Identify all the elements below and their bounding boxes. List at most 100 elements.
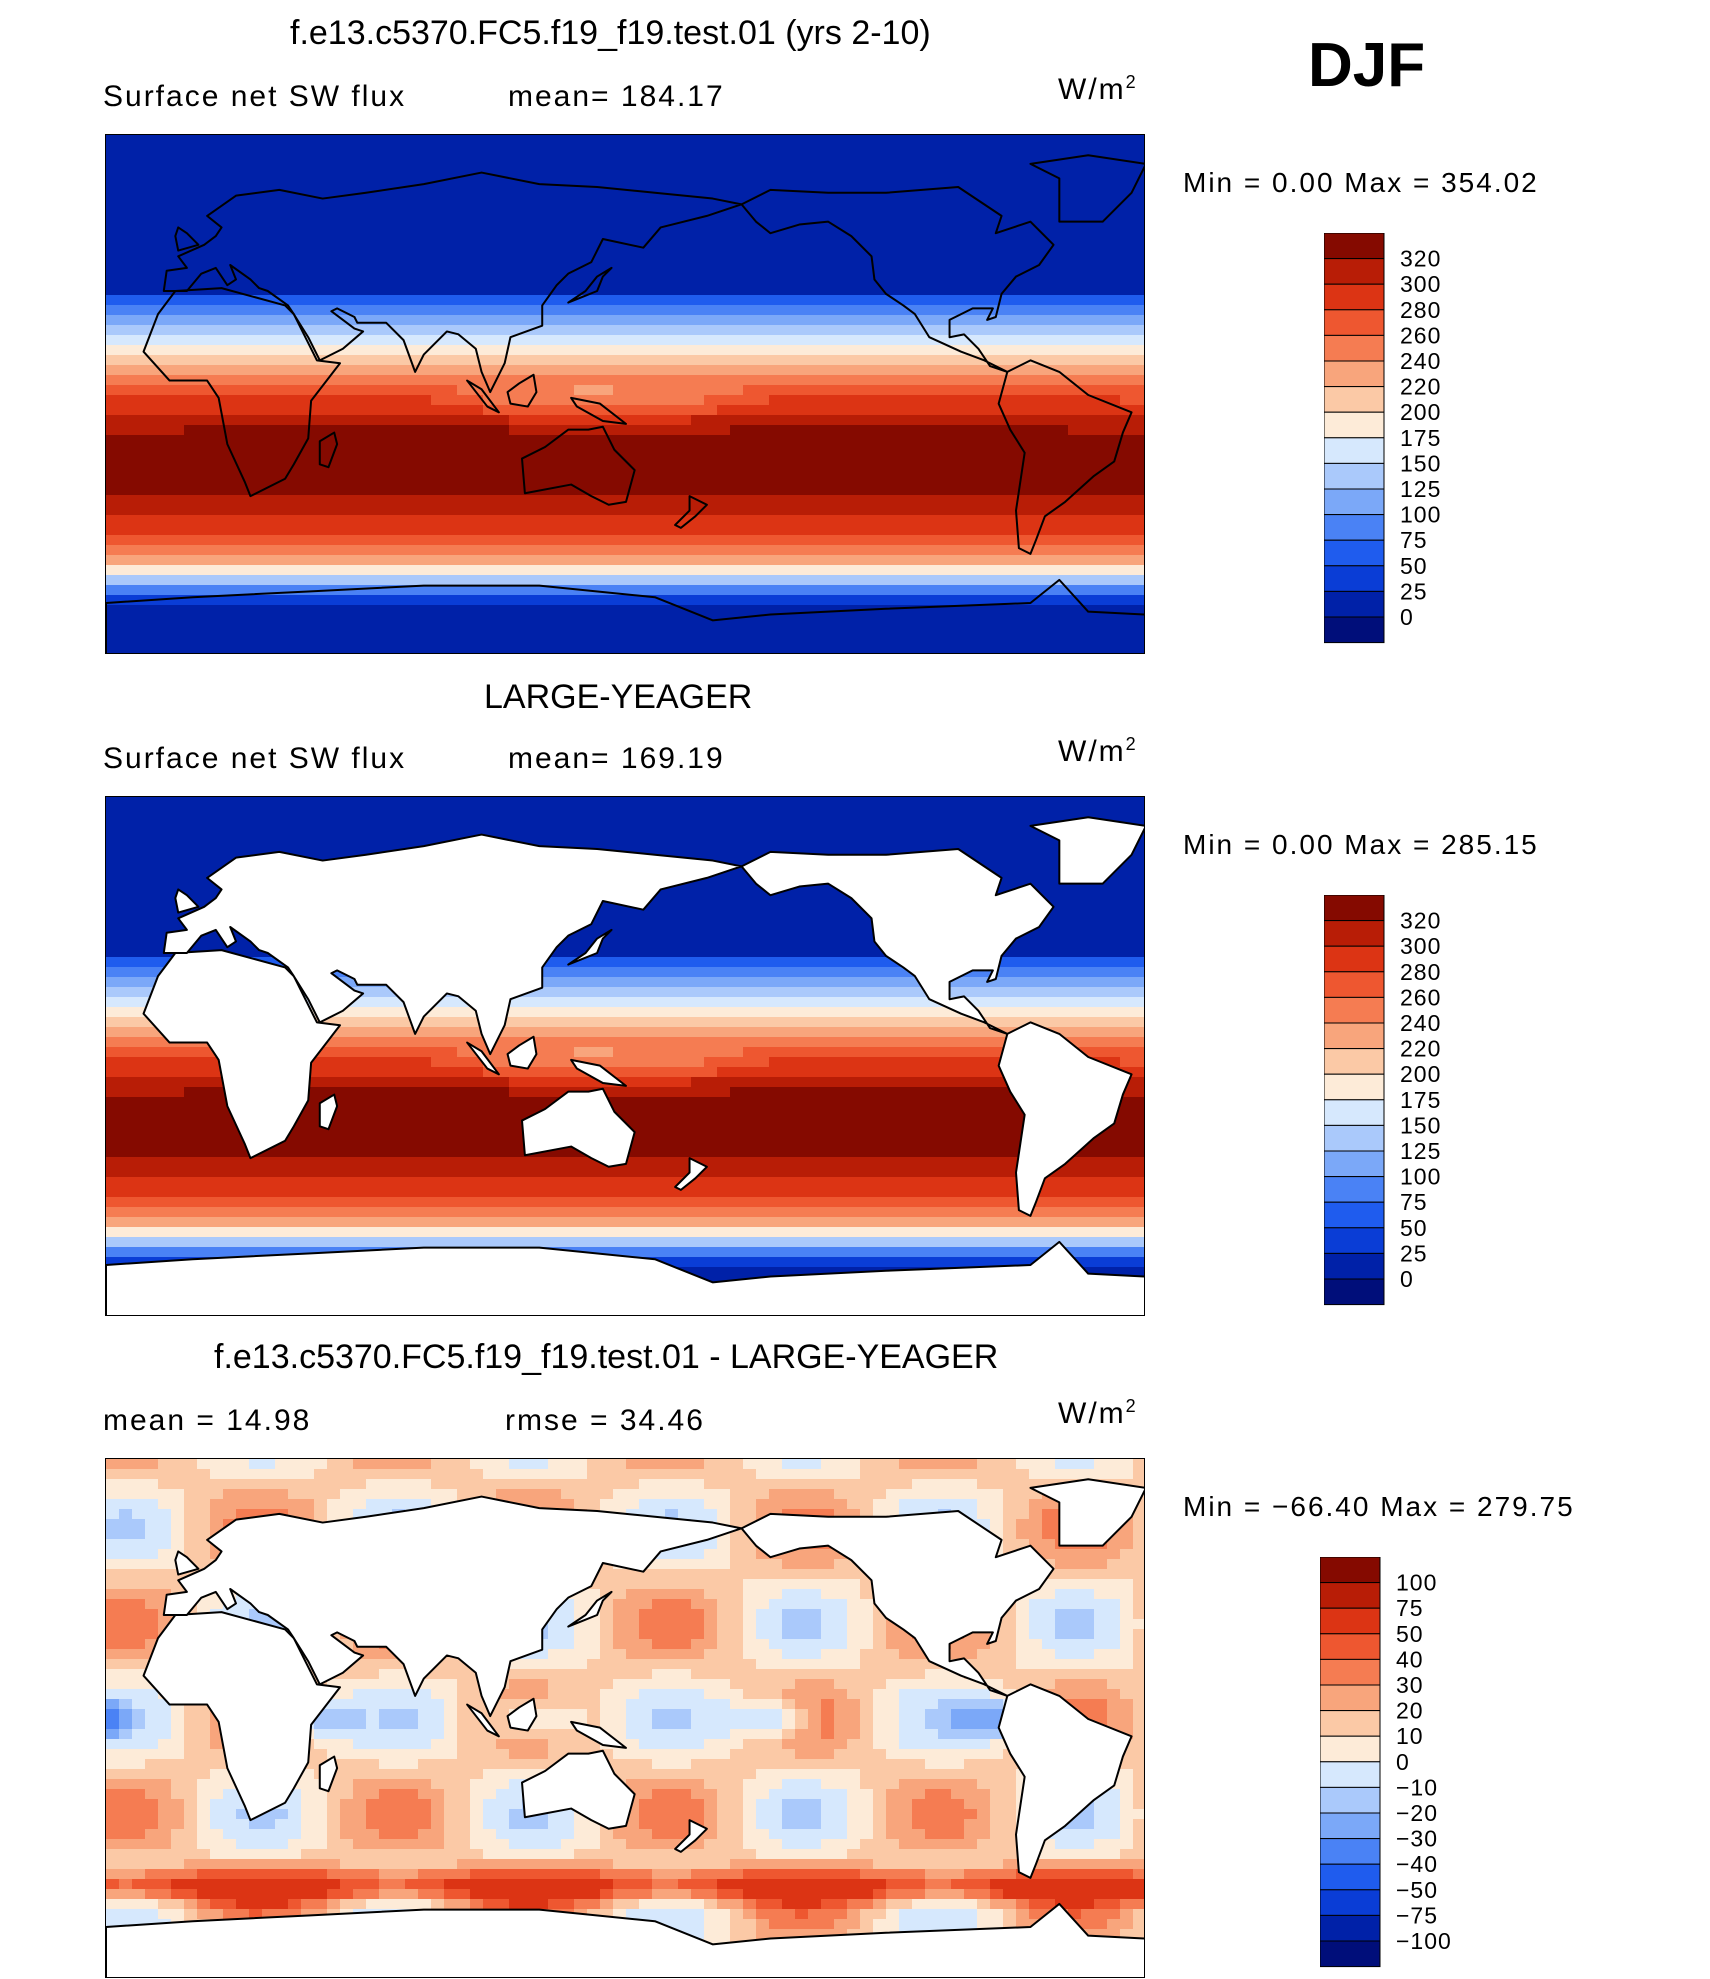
- colorbar-tick-label: 100: [1400, 1164, 1441, 1190]
- panel-1-mean-label: mean= 184.17: [508, 80, 725, 113]
- coastline: [106, 1902, 1144, 1977]
- colorbar-box: [1323, 360, 1385, 388]
- coastline: [521, 425, 636, 506]
- colorbar-tick-label: 150: [1400, 450, 1441, 476]
- colorbar-box: [1323, 1227, 1385, 1254]
- coastline: [1029, 154, 1144, 223]
- coastline: [318, 1093, 339, 1131]
- panel-1-colorbar: 320 300 280 260 240 220 200 175 150 125 100 75 50 25 0: [1323, 232, 1564, 645]
- coastline: [1029, 1478, 1144, 1547]
- coastline: [521, 1749, 636, 1830]
- colorbar-tick-label: 0: [1400, 1266, 1414, 1292]
- colorbar-box: [1319, 1633, 1381, 1660]
- coastline: [142, 949, 341, 1160]
- panel-2-map: [105, 796, 1145, 1316]
- colorbar-tick-label: 200: [1400, 399, 1441, 425]
- colorbar-tick-label: −75: [1396, 1902, 1438, 1928]
- coastline: [674, 1819, 708, 1853]
- colorbar-box: [1323, 232, 1385, 260]
- colorbar-tick-label: 320: [1400, 908, 1441, 934]
- colorbar-tick-label: −30: [1396, 1826, 1438, 1852]
- coastline: [997, 359, 1133, 555]
- coastline: [142, 1611, 341, 1822]
- coastline: [506, 1035, 538, 1070]
- panel-3-colorbar: 100 75 50 40 30 20 10 0 −10 −20 −30 −40 −50 −75 −100: [1319, 1556, 1570, 1969]
- colorbar-box: [1323, 616, 1385, 644]
- panel-3-unit: W/m2: [1058, 1396, 1138, 1430]
- colorbar-box: [1323, 590, 1385, 618]
- colorbar-tick-label: 40: [1396, 1646, 1424, 1672]
- panel-2-colorbar: 320 300 280 260 240 220 200 175 150 125 100 75 50 25 0: [1323, 894, 1564, 1307]
- colorbar-box: [1323, 309, 1385, 336]
- panel-1-minmax: Min = 0.00 Max = 354.02: [1183, 167, 1539, 198]
- coastline: [506, 1697, 538, 1732]
- colorbar-tick-label: 300: [1400, 271, 1441, 297]
- colorbar-tick-label: 50: [1396, 1621, 1424, 1647]
- coastline: [570, 1720, 627, 1749]
- colorbar-box: [1323, 565, 1385, 592]
- colorbar-box: [1319, 1889, 1381, 1916]
- coastline: [567, 266, 613, 304]
- colorbar-tick-label: −40: [1396, 1851, 1438, 1877]
- colorbar-box: [1323, 945, 1385, 973]
- coastline: [174, 226, 200, 252]
- colorbar-tick-label: 75: [1400, 1189, 1428, 1215]
- colorbar-tick-label: 75: [1396, 1595, 1424, 1621]
- colorbar-box: [1323, 1022, 1385, 1050]
- colorbar-tick-label: 25: [1400, 578, 1428, 604]
- colorbar-box: [1323, 1278, 1385, 1306]
- coastline: [174, 1550, 200, 1576]
- colorbar-box: [1323, 488, 1385, 516]
- colorbar-tick-label: 260: [1400, 322, 1441, 348]
- coastline: [142, 287, 341, 498]
- colorbar-tick-label: 100: [1396, 1570, 1437, 1596]
- colorbar-box: [1323, 996, 1385, 1024]
- panel-2-map-canvas: [106, 797, 1144, 1315]
- coastline: [174, 888, 200, 914]
- coastline: [318, 1755, 339, 1793]
- colorbar-box: [1319, 1735, 1381, 1763]
- panel-1-map: [105, 134, 1145, 654]
- colorbar-box: [1323, 437, 1385, 464]
- colorbar-box: [1319, 1582, 1381, 1609]
- panel-3-map: [105, 1458, 1145, 1978]
- coastline: [162, 1495, 743, 1718]
- colorbar-box: [1323, 539, 1385, 567]
- coastline: [997, 1021, 1133, 1217]
- panel-2-title: LARGE-YEAGER: [484, 678, 753, 716]
- panel-1-variable-label: Surface net SW flux: [103, 80, 407, 113]
- panel-1-map-canvas: [106, 135, 1144, 653]
- coastline: [740, 848, 1055, 1035]
- colorbar-tick-label: −10: [1396, 1774, 1438, 1800]
- coastline: [1029, 816, 1144, 885]
- colorbar-tick-label: 280: [1400, 959, 1441, 985]
- colorbar-tick-label: 0: [1396, 1749, 1410, 1775]
- coastline: [506, 373, 538, 408]
- colorbar-tick-label: 240: [1400, 348, 1441, 374]
- panel-1-unit: W/m2: [1058, 72, 1138, 106]
- colorbar-tick-label: 220: [1400, 1036, 1441, 1062]
- colorbar-tick-label: 20: [1396, 1698, 1424, 1724]
- colorbar-box: [1323, 894, 1385, 922]
- colorbar-tick-label: 125: [1400, 476, 1441, 502]
- colorbar-box: [1323, 1176, 1385, 1203]
- panel-3-title: f.e13.c5370.FC5.f19_f19.test.01 - LARGE-…: [214, 1338, 999, 1376]
- coastline: [674, 1157, 708, 1191]
- colorbar-tick-label: 240: [1400, 1010, 1441, 1036]
- colorbar-tick-label: 10: [1396, 1723, 1424, 1749]
- panel-3-map-canvas: [106, 1459, 1144, 1977]
- coastline: [162, 171, 743, 394]
- colorbar-tick-label: 125: [1400, 1138, 1441, 1164]
- colorbar-tick-label: −100: [1396, 1928, 1452, 1954]
- panel-2-mean-label: mean= 169.19: [508, 742, 725, 775]
- coastline: [106, 578, 1144, 653]
- colorbar-box: [1319, 1786, 1381, 1814]
- colorbar-tick-label: 300: [1400, 933, 1441, 959]
- panel-3-minmax: Min = −66.40 Max = 279.75: [1183, 1491, 1575, 1522]
- colorbar-box: [1319, 1710, 1381, 1737]
- colorbar-tick-label: 175: [1400, 425, 1441, 451]
- colorbar-box: [1323, 258, 1385, 285]
- colorbar-box: [1323, 386, 1385, 413]
- coastline: [318, 431, 339, 469]
